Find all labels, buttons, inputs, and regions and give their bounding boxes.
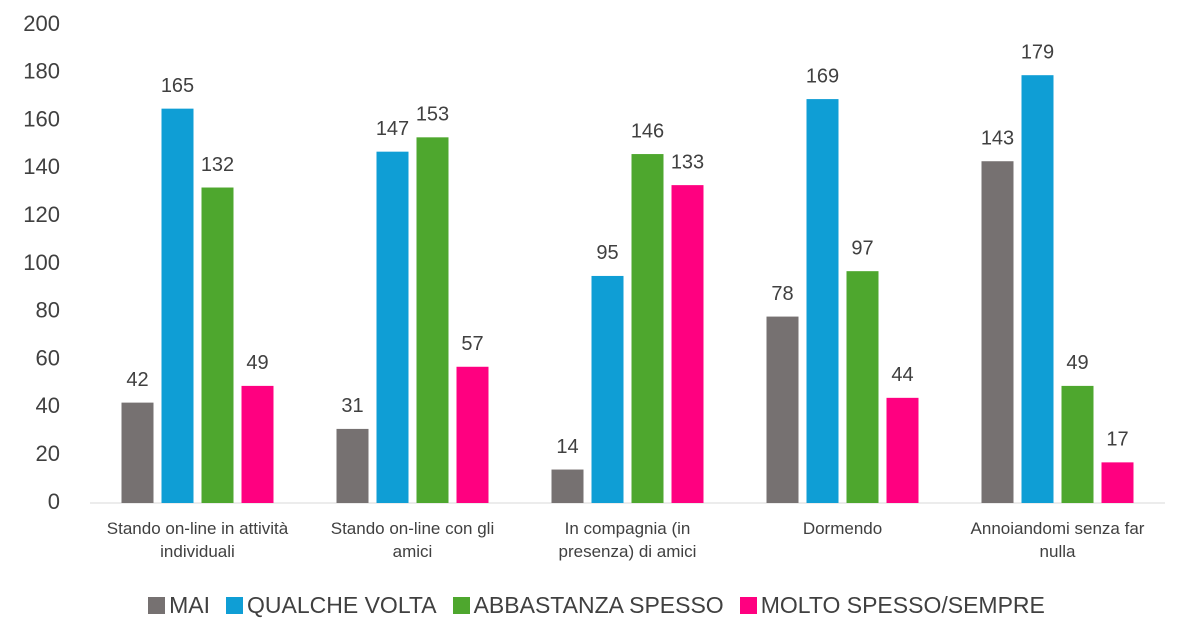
legend-label: MOLTO SPESSO/SEMPRE [760, 592, 1045, 618]
data-label: 132 [201, 154, 234, 176]
bar [241, 385, 274, 503]
data-label: 133 [671, 151, 704, 173]
data-label: 143 [981, 128, 1014, 150]
legend-item: MOLTO SPESSO/SEMPRE [739, 592, 1045, 619]
bar [886, 397, 919, 503]
y-tick-label: 160 [23, 106, 60, 131]
data-label: 42 [126, 369, 148, 391]
y-tick-label: 0 [48, 489, 60, 514]
legend-item: MAI [148, 592, 210, 619]
bar [336, 428, 369, 503]
bar [121, 402, 154, 503]
bar [846, 271, 879, 503]
x-tick-label: In compagnia (in presenza) di amici [558, 519, 697, 561]
data-label: 49 [1066, 352, 1088, 374]
data-label: 153 [416, 104, 449, 126]
y-tick-label: 20 [36, 441, 60, 466]
data-label: 179 [1021, 41, 1054, 63]
x-tick-label: Stando on-line in attività individuali [106, 519, 289, 561]
data-label: 31 [341, 395, 363, 417]
bar [981, 161, 1014, 504]
bar [1101, 462, 1134, 503]
y-tick-label: 40 [36, 393, 60, 418]
bar [201, 187, 234, 503]
bar [416, 137, 449, 503]
y-tick-label: 80 [36, 298, 60, 323]
legend-swatch [226, 597, 243, 614]
bar [376, 151, 409, 504]
legend-swatch [148, 597, 166, 614]
legend-label: QUALCHE VOLTA [247, 592, 437, 618]
bar [591, 275, 624, 503]
data-label: 44 [891, 364, 913, 386]
data-label: 14 [556, 436, 578, 458]
y-tick-label: 60 [36, 345, 60, 370]
legend: MAI QUALCHE VOLTA ABBASTANZA SPESSO MOLTO S… [0, 592, 1193, 619]
data-label: 17 [1106, 429, 1128, 451]
y-tick-label: 140 [23, 154, 60, 179]
legend-swatch [739, 597, 757, 614]
x-tick-label: Dormendo [802, 519, 883, 538]
bar [551, 469, 584, 503]
y-tick-label: 100 [23, 250, 60, 275]
data-label: 97 [851, 237, 873, 259]
bar [1021, 75, 1054, 503]
y-tick-label: 120 [23, 202, 60, 227]
bar [1061, 385, 1094, 503]
y-tick-label: 200 [23, 11, 60, 36]
legend-label: ABBASTANZA SPESSO [473, 592, 724, 618]
bar [631, 154, 664, 503]
data-label: 165 [161, 75, 194, 97]
bar [806, 99, 839, 503]
data-label: 147 [376, 118, 409, 140]
legend-label: MAI [169, 592, 210, 618]
bar [766, 316, 799, 503]
bar [671, 185, 704, 503]
data-label: 57 [461, 333, 483, 355]
data-label: 49 [246, 352, 268, 374]
bar [161, 108, 194, 504]
legend-item: ABBASTANZA SPESSO [452, 592, 724, 619]
y-tick-label: 180 [23, 59, 60, 84]
legend-swatch [452, 597, 470, 614]
bar [456, 366, 489, 503]
x-tick-label: Annoiandomi senza far nulla [970, 519, 1145, 561]
data-label: 169 [806, 65, 839, 87]
legend-item: QUALCHE VOLTA [226, 592, 437, 619]
data-label: 78 [771, 283, 793, 305]
data-label: 95 [596, 242, 618, 264]
x-tick-label: Stando on-line con gli amici [330, 519, 495, 561]
data-label: 146 [631, 120, 664, 142]
